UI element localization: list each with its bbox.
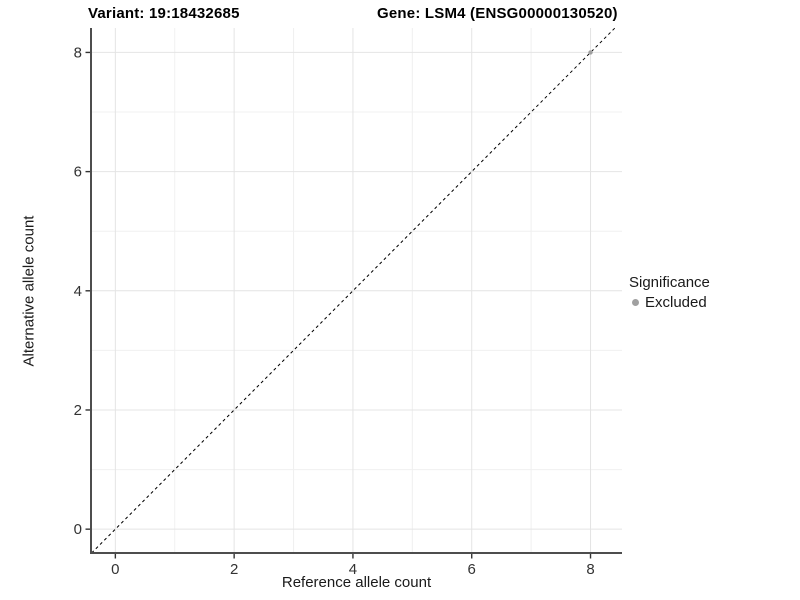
legend-item-excluded: Excluded <box>629 294 710 311</box>
legend: Significance Excluded <box>629 274 710 311</box>
data-point <box>588 50 593 55</box>
x-tick-label: 2 <box>230 561 238 578</box>
x-tick-label: 4 <box>349 561 357 578</box>
plot-title-variant: Variant: 19:18432685 <box>88 5 240 22</box>
legend-key-dot-icon <box>632 299 639 306</box>
x-tick-label: 8 <box>586 561 594 578</box>
y-tick-label: 0 <box>74 521 82 538</box>
plot-title-gene: Gene: LSM4 (ENSG00000130520) <box>377 5 618 22</box>
y-axis-label: Alternative allele count <box>20 215 38 367</box>
y-tick-label: 6 <box>74 164 82 181</box>
y-tick-label: 8 <box>74 44 82 61</box>
legend-item-label: Excluded <box>645 294 707 311</box>
x-tick-label: 0 <box>111 561 119 578</box>
x-axis-label: Reference allele count <box>281 574 432 591</box>
y-tick-label: 4 <box>74 283 82 300</box>
y-tick-label: 2 <box>74 402 82 419</box>
legend-title: Significance <box>629 274 710 291</box>
x-tick-label: 6 <box>468 561 476 578</box>
